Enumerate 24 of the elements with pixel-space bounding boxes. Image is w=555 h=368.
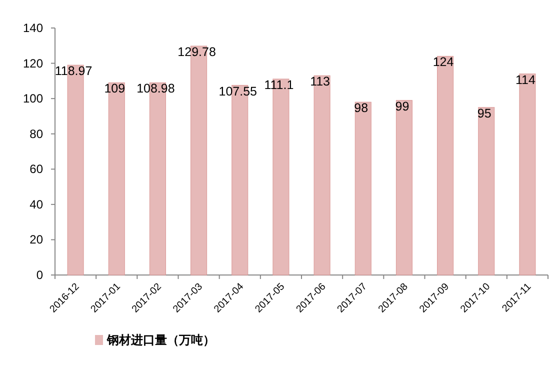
bar [396,100,412,276]
y-tick-label: 40 [30,197,44,212]
bar [354,102,372,276]
y-tick-label: 140 [22,21,44,35]
y-tick-label: 0 [36,268,44,282]
data-label: 98 [354,101,368,116]
data-label: 129.78 [178,45,216,60]
data-label: 109 [104,82,126,96]
y-tick-label: 60 [30,162,44,176]
data-label: 114 [515,72,536,87]
data-label: 99 [395,99,410,114]
y-tick-label: 100 [22,92,44,106]
y-tick-label: 120 [22,56,44,70]
y-tick-label: 80 [30,126,44,141]
data-label: 111.1 [264,78,294,92]
data-label: 108.98 [136,82,175,96]
data-label: 113 [310,74,330,89]
legend-label: 钢材进口量（万吨） [106,333,215,347]
data-label: 95 [477,106,492,120]
data-label: 118.97 [54,64,92,78]
bar [478,107,495,276]
data-label: 107.55 [218,84,258,98]
data-label: 124 [432,55,454,70]
y-tick-label: 20 [30,232,44,247]
